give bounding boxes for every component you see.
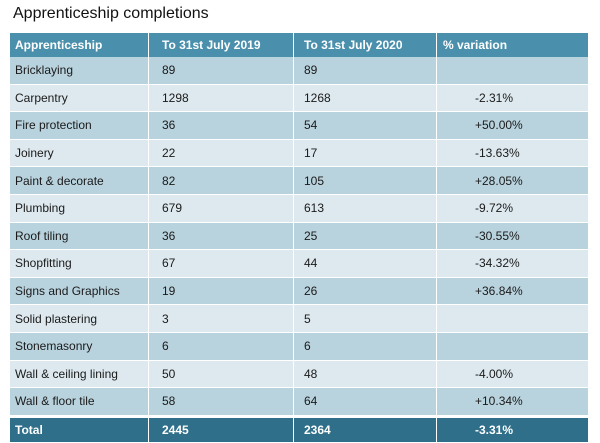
cell-variation: +10.34% — [436, 387, 589, 417]
table-row: Plumbing 679 613 -9.72% — [9, 194, 589, 223]
cell-apprenticeship: Wall & floor tile — [9, 387, 149, 417]
cell-variation: -34.32% — [436, 249, 589, 278]
cell-2019: 679 — [148, 194, 294, 223]
cell-2020: 17 — [293, 139, 437, 168]
cell-apprenticeship: Bricklaying — [9, 57, 149, 85]
table-row: Solid plastering 3 5 — [9, 304, 589, 333]
total-2019: 2445 — [148, 414, 294, 442]
total-2020: 2364 — [293, 414, 437, 442]
table-row: Fire protection 36 54 +50.00% — [9, 111, 589, 140]
apprenticeship-table: Apprenticeship To 31st July 2019 To 31st… — [9, 33, 589, 442]
cell-variation: -30.55% — [436, 222, 589, 251]
cell-2020: 1268 — [293, 84, 437, 113]
cell-2019: 36 — [148, 222, 294, 251]
cell-apprenticeship: Carpentry — [9, 84, 149, 113]
table-row: Bricklaying 89 89 — [9, 57, 589, 85]
cell-2019: 22 — [148, 139, 294, 168]
cell-variation: -2.31% — [436, 84, 589, 113]
cell-2019: 89 — [148, 57, 294, 85]
cell-2019: 50 — [148, 360, 294, 389]
cell-2020: 26 — [293, 277, 437, 306]
cell-2020: 48 — [293, 360, 437, 389]
table-row: Roof tiling 36 25 -30.55% — [9, 222, 589, 251]
cell-variation — [436, 304, 589, 333]
cell-2019: 3 — [148, 304, 294, 333]
cell-variation: +50.00% — [436, 111, 589, 140]
cell-variation: -4.00% — [436, 360, 589, 389]
cell-variation: +36.84% — [436, 277, 589, 306]
cell-apprenticeship: Fire protection — [9, 111, 149, 140]
cell-variation: +28.05% — [436, 166, 589, 195]
total-label: Total — [9, 414, 149, 442]
cell-variation — [436, 332, 589, 361]
cell-apprenticeship: Joinery — [9, 139, 149, 168]
cell-apprenticeship: Solid plastering — [9, 304, 149, 333]
table-row: Signs and Graphics 19 26 +36.84% — [9, 277, 589, 306]
table-body: Bricklaying 89 89 Carpentry 1298 1268 -2.31% Fi… — [9, 57, 589, 417]
cell-2020: 6 — [293, 332, 437, 361]
cell-2020: 89 — [293, 57, 437, 85]
cell-apprenticeship: Stonemasonry — [9, 332, 149, 361]
cell-variation: -9.72% — [436, 194, 589, 223]
cell-2019: 36 — [148, 111, 294, 140]
cell-2020: 54 — [293, 111, 437, 140]
cell-2020: 64 — [293, 387, 437, 417]
cell-2020: 5 — [293, 304, 437, 333]
cell-2019: 19 — [148, 277, 294, 306]
table-header-row: Apprenticeship To 31st July 2019 To 31st… — [9, 33, 589, 57]
cell-variation — [436, 57, 589, 85]
total-variation: -3.31% — [436, 414, 589, 442]
header-apprenticeship: Apprenticeship — [9, 33, 149, 57]
header-variation: % variation — [436, 33, 589, 57]
cell-apprenticeship: Shopfitting — [9, 249, 149, 278]
cell-2019: 82 — [148, 166, 294, 195]
cell-2020: 44 — [293, 249, 437, 278]
cell-2019: 1298 — [148, 84, 294, 113]
cell-2020: 105 — [293, 166, 437, 195]
table-row: Wall & ceiling lining 50 48 -4.00% — [9, 360, 589, 389]
cell-2019: 58 — [148, 387, 294, 417]
cell-2019: 6 — [148, 332, 294, 361]
cell-apprenticeship: Plumbing — [9, 194, 149, 223]
table-row: Stonemasonry 6 6 — [9, 332, 589, 361]
table-row: Joinery 22 17 -13.63% — [9, 139, 589, 168]
cell-apprenticeship: Roof tiling — [9, 222, 149, 251]
header-2020: To 31st July 2020 — [293, 33, 437, 57]
cell-apprenticeship: Signs and Graphics — [9, 277, 149, 306]
cell-2020: 25 — [293, 222, 437, 251]
table-row: Shopfitting 67 44 -34.32% — [9, 249, 589, 278]
cell-apprenticeship: Paint & decorate — [9, 166, 149, 195]
cell-2020: 613 — [293, 194, 437, 223]
table-row: Paint & decorate 82 105 +28.05% — [9, 166, 589, 195]
cell-variation: -13.63% — [436, 139, 589, 168]
header-2019: To 31st July 2019 — [148, 33, 294, 57]
total-row: Total 2445 2364 -3.31% — [9, 414, 589, 442]
table-row: Carpentry 1298 1268 -2.31% — [9, 84, 589, 113]
page-title: Apprenticeship completions — [13, 5, 209, 22]
cell-apprenticeship: Wall & ceiling lining — [9, 360, 149, 389]
cell-2019: 67 — [148, 249, 294, 278]
table-row: Wall & floor tile 58 64 +10.34% — [9, 387, 589, 417]
